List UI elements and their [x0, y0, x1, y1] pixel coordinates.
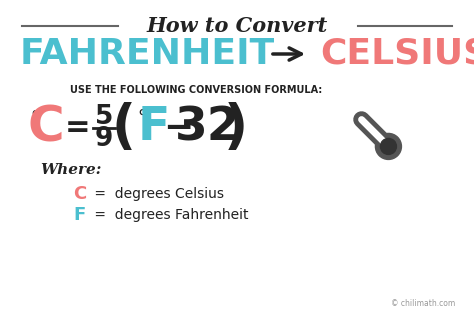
Text: FAHRENHEIT: FAHRENHEIT: [20, 37, 275, 71]
Text: F: F: [138, 106, 170, 150]
Circle shape: [381, 138, 396, 155]
Text: =  degrees Fahrenheit: = degrees Fahrenheit: [90, 208, 248, 222]
Text: USE THE FOLLOWING CONVERSION FORMULA:: USE THE FOLLOWING CONVERSION FORMULA:: [70, 85, 322, 95]
Text: ): ): [224, 102, 248, 154]
Text: © chilimath.com: © chilimath.com: [391, 300, 455, 308]
Text: C: C: [27, 104, 64, 152]
Text: CELSIUS: CELSIUS: [320, 37, 474, 71]
Text: °: °: [30, 111, 39, 129]
Text: °: °: [137, 110, 146, 128]
Text: C: C: [73, 185, 87, 203]
Text: =  degrees Celsius: = degrees Celsius: [90, 187, 224, 201]
Text: 32: 32: [175, 106, 241, 150]
Text: 5: 5: [95, 104, 113, 130]
Text: Where:: Where:: [40, 163, 101, 177]
Text: F: F: [74, 206, 86, 224]
Text: 9: 9: [95, 126, 113, 152]
Text: (: (: [112, 102, 136, 154]
Text: −: −: [163, 111, 193, 145]
Text: How to Convert: How to Convert: [146, 16, 328, 36]
Text: =: =: [65, 114, 91, 142]
Circle shape: [375, 134, 401, 159]
